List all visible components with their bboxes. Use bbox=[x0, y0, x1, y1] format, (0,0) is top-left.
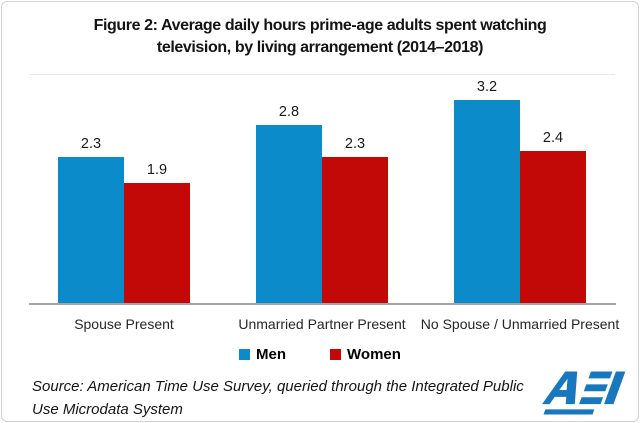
plot-top-gridline bbox=[29, 74, 615, 75]
legend-item-women: Women bbox=[330, 346, 401, 363]
category-label-2: Unmarried Partner Present bbox=[238, 316, 406, 332]
aei-logo-letter-e-bar2 bbox=[583, 384, 608, 392]
data-label-women-1: 1.9 bbox=[146, 162, 168, 178]
aei-logo-letter-e-bar3 bbox=[579, 397, 604, 405]
bar-men-1 bbox=[58, 157, 124, 304]
bar-women-3 bbox=[520, 151, 586, 304]
category-label-1: Spouse Present bbox=[74, 316, 174, 332]
data-label-men-3: 3.2 bbox=[476, 79, 498, 95]
bar-women-2 bbox=[322, 157, 388, 304]
bar-women-1 bbox=[124, 183, 190, 304]
aei-logo-letter-e-bar1 bbox=[588, 371, 613, 379]
data-label-men-1: 2.3 bbox=[80, 136, 102, 152]
legend-item-men: Men bbox=[239, 346, 286, 363]
data-label-men-2: 2.8 bbox=[278, 104, 300, 120]
plot-area: 2.3 1.9 2.8 2.3 3.2 2.4 bbox=[25, 74, 619, 304]
aei-logo bbox=[540, 366, 626, 420]
category-label-3: No Spouse / Unmarried Present bbox=[420, 316, 620, 332]
aei-logo-graphic bbox=[542, 371, 626, 415]
bar-men-2 bbox=[256, 125, 322, 304]
data-label-women-2: 2.3 bbox=[344, 136, 366, 152]
chart-title: Figure 2: Average daily hours prime-age … bbox=[2, 15, 638, 60]
legend-label-men: Men bbox=[256, 346, 287, 363]
bar-men-3 bbox=[454, 100, 520, 304]
aei-logo-letter-i bbox=[604, 371, 626, 405]
legend-swatch-women-icon bbox=[330, 349, 342, 360]
chart-legend: Men Women bbox=[2, 346, 638, 363]
chart-title-line-2: television, by living arrangement (2014–… bbox=[156, 39, 484, 57]
x-axis-line bbox=[29, 303, 616, 305]
x-axis-labels: Spouse Present Unmarried Partner Present N… bbox=[25, 316, 619, 336]
legend-swatch-men-icon bbox=[239, 349, 251, 360]
data-label-women-3: 2.4 bbox=[542, 130, 564, 146]
aei-logo-letter-a bbox=[542, 371, 578, 405]
legend-label-women: Women bbox=[347, 346, 401, 363]
source-note: Source: American Time Use Survey, querie… bbox=[32, 378, 524, 418]
aei-logo-underline bbox=[543, 409, 595, 415]
chart-title-line-1: Figure 2: Average daily hours prime-age … bbox=[93, 17, 547, 34]
